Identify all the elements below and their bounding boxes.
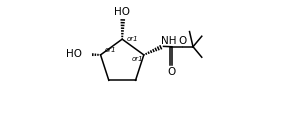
Text: O: O xyxy=(167,67,176,77)
Text: HO: HO xyxy=(114,7,130,17)
Text: NH: NH xyxy=(161,36,176,46)
Text: or1: or1 xyxy=(127,36,139,42)
Text: or1: or1 xyxy=(132,56,143,62)
Text: or1: or1 xyxy=(105,47,116,53)
Text: HO: HO xyxy=(66,49,82,59)
Text: O: O xyxy=(179,36,187,46)
